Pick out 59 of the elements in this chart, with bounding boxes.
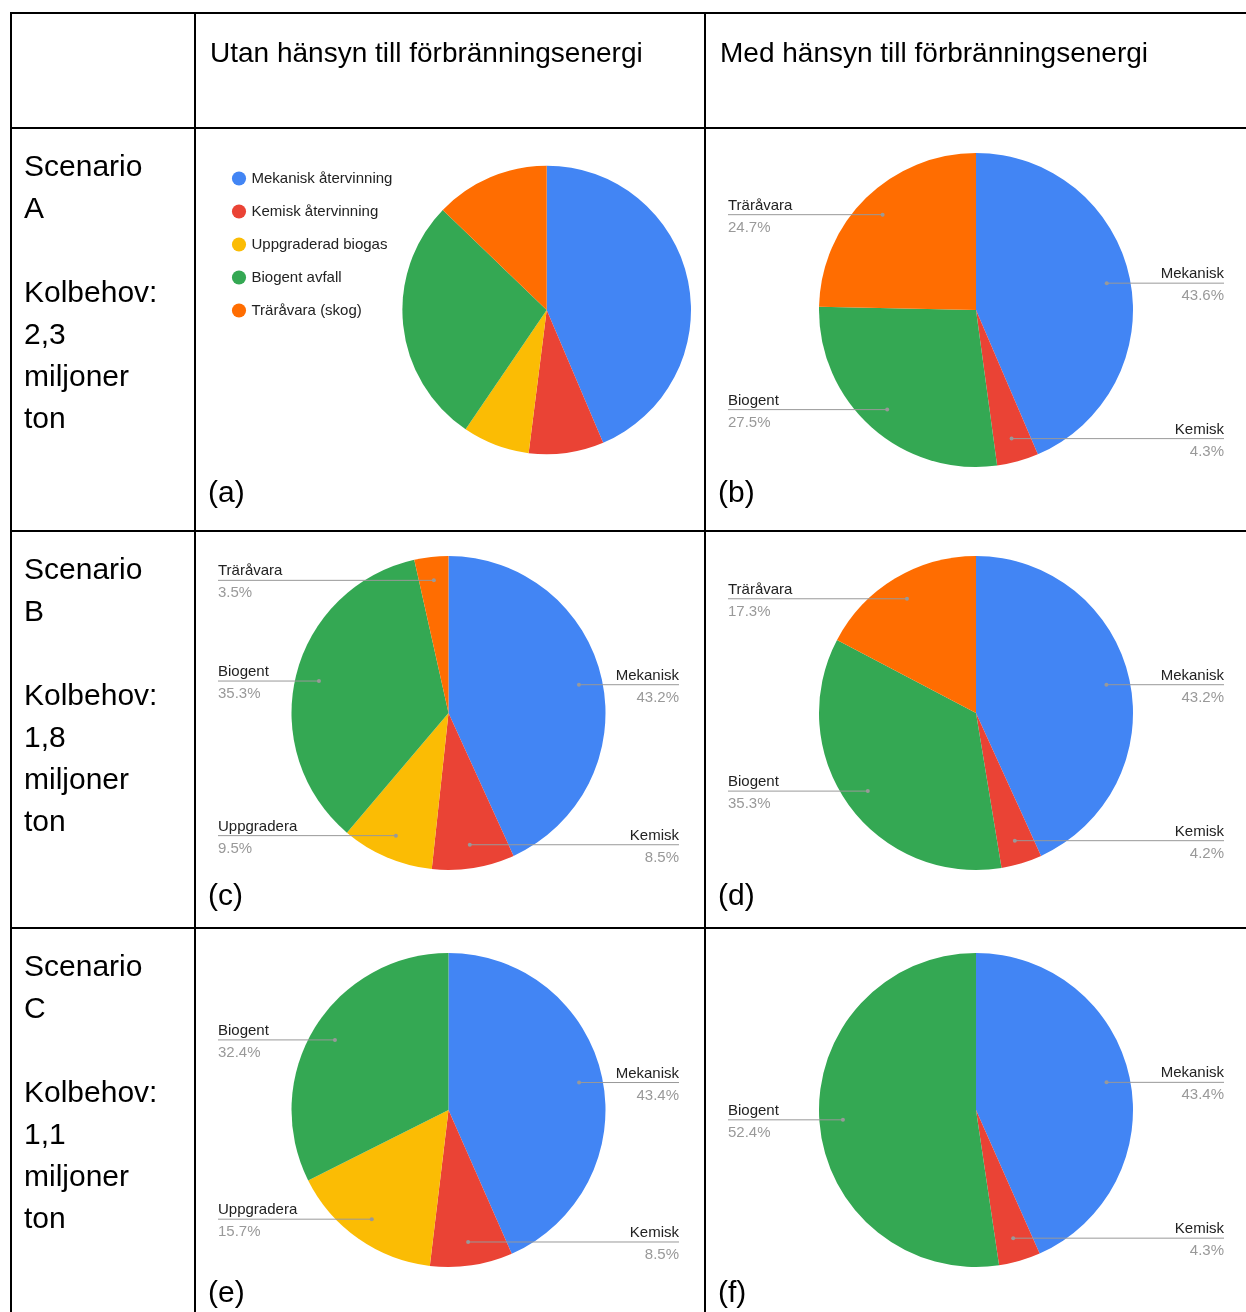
slice-label: Mekanisk bbox=[615, 665, 680, 683]
data-label: 43.6% bbox=[1181, 286, 1224, 304]
text: (b) bbox=[717, 475, 756, 509]
slice-label: Biogent bbox=[728, 1100, 780, 1118]
data-label: 32.4% bbox=[218, 1042, 261, 1060]
legend-label: Uppgraderad biogas bbox=[251, 234, 388, 252]
text: (e) bbox=[207, 1275, 246, 1309]
text: Scenario B bbox=[24, 551, 144, 629]
slice-label: Biogent bbox=[218, 1020, 270, 1038]
text: (f) bbox=[717, 1275, 748, 1309]
data-label: 4.3% bbox=[1189, 1241, 1224, 1259]
text: (c) bbox=[207, 878, 244, 912]
data-label: 43.4% bbox=[636, 1085, 679, 1103]
data-label: 27.5% bbox=[728, 412, 771, 430]
data-label: 43.4% bbox=[1181, 1085, 1224, 1103]
slice-label: Kemisk bbox=[629, 825, 680, 843]
data-label: 15.7% bbox=[218, 1222, 261, 1240]
slice-label: Uppgradera bbox=[218, 1200, 298, 1218]
slice-label: Träråvara bbox=[218, 561, 284, 579]
text: Scenario C bbox=[24, 948, 144, 1026]
slice-label: Biogent bbox=[728, 390, 780, 408]
slice-label: Mekanisk bbox=[1160, 665, 1225, 683]
slice-label: Mekanisk bbox=[1160, 1063, 1225, 1081]
data-label: 9.5% bbox=[218, 838, 253, 856]
data-label: 43.2% bbox=[1181, 687, 1224, 705]
data-label: 8.5% bbox=[644, 1245, 679, 1262]
data-label: 43.2% bbox=[636, 687, 679, 705]
text: (a) bbox=[207, 475, 246, 509]
slice-label: Träråvara bbox=[728, 195, 794, 213]
text: (d) bbox=[717, 878, 756, 912]
text: Utan hänsyn till förbränningsenergi bbox=[210, 36, 644, 70]
slice-label: Kemisk bbox=[629, 1223, 680, 1240]
data-label: 35.3% bbox=[218, 684, 261, 702]
slice-label: Kemisk bbox=[1174, 1219, 1225, 1237]
text: Kolbehov: 1,8 miljoner ton bbox=[24, 677, 158, 839]
slice-label: Mekanisk bbox=[1160, 264, 1225, 282]
data-label: 17.3% bbox=[728, 601, 771, 619]
legend-label: Kemisk återvinning bbox=[251, 201, 379, 219]
slice-label: Biogent bbox=[728, 772, 780, 790]
slice-label: Biogent bbox=[218, 662, 270, 680]
text: Kolbehov: 1,1 miljoner ton bbox=[24, 1074, 158, 1236]
data-label: 35.3% bbox=[728, 794, 771, 812]
data-label: 4.3% bbox=[1189, 441, 1224, 459]
slice-label: Träråvara bbox=[728, 579, 794, 597]
legend-label: Biogent avfall bbox=[251, 267, 342, 285]
legend-label: Träråvara (skog) bbox=[251, 300, 362, 318]
text: Kolbehov: 2,3 miljoner ton bbox=[24, 274, 158, 436]
slice-label: Kemisk bbox=[1174, 419, 1225, 437]
slice-label: Uppgradera bbox=[218, 816, 298, 834]
data-label: 24.7% bbox=[728, 217, 771, 235]
legend-label: Mekanisk återvinning bbox=[251, 168, 393, 186]
text: Med hänsyn till förbränningsenergi bbox=[720, 36, 1150, 70]
slice-label: Mekanisk bbox=[615, 1063, 680, 1081]
data-label: 4.2% bbox=[1189, 843, 1224, 861]
slice-label: Kemisk bbox=[1174, 821, 1225, 839]
text: Scenario A bbox=[24, 148, 144, 226]
data-label: 52.4% bbox=[728, 1122, 771, 1140]
data-label: 8.5% bbox=[644, 847, 679, 865]
data-label: 3.5% bbox=[218, 583, 253, 601]
